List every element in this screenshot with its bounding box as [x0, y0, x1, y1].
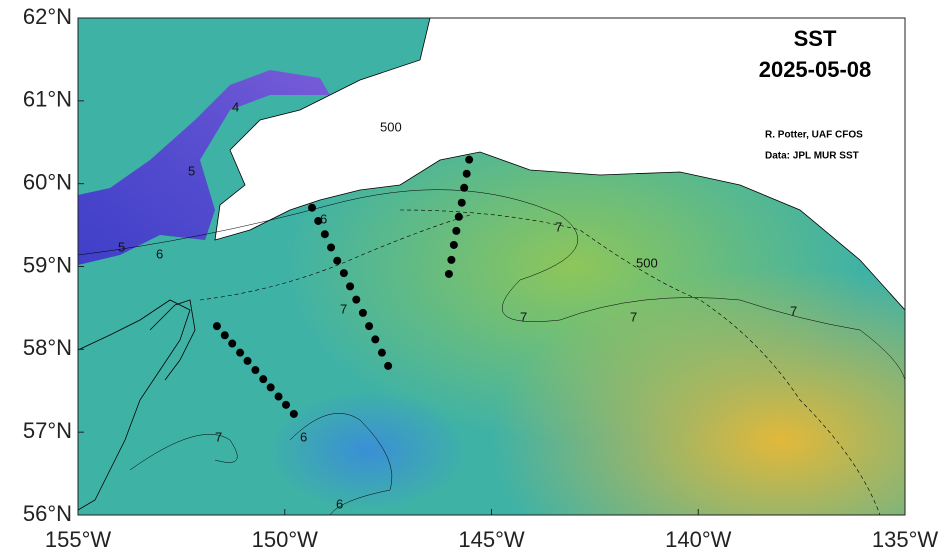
station	[236, 348, 245, 357]
contour-label: 6	[300, 429, 307, 444]
station	[365, 322, 374, 331]
contour-label: 500	[380, 119, 402, 134]
credit: R. Potter, UAF CFOS	[765, 130, 863, 141]
station	[452, 226, 461, 235]
contour-label: 4	[232, 99, 239, 114]
y-tick-label: 57°N	[23, 418, 72, 443]
axes: 56°N 57°N 58°N 59°N 60°N 61°N 62°N 155°W 150°W 14…	[23, 4, 939, 552]
contour-label: 5	[188, 163, 195, 178]
stations	[212, 155, 474, 418]
station	[457, 198, 466, 207]
y-tick-label: 58°N	[23, 335, 72, 360]
station	[447, 255, 456, 264]
contour	[129, 413, 393, 515]
contour	[78, 189, 905, 381]
y-tick-label: 59°N	[23, 252, 72, 277]
station	[281, 400, 290, 409]
contour-label: 7	[215, 429, 222, 444]
station	[274, 392, 283, 401]
station	[228, 339, 237, 348]
y-tick-label: 61°N	[23, 87, 72, 112]
contour-label: 7	[555, 219, 562, 234]
x-tick-label: 145°W	[458, 527, 525, 552]
station	[314, 216, 323, 225]
station	[460, 183, 469, 192]
station	[251, 366, 260, 375]
station	[259, 375, 268, 384]
map-area: 4 5 6 5 6 7 7 7 7 500 500 6 7 7 6	[78, 18, 905, 515]
station	[220, 331, 229, 340]
station	[346, 282, 355, 291]
date: 2025-05-08	[759, 57, 872, 82]
station	[465, 155, 474, 164]
station	[454, 212, 463, 221]
x-tick-label: 150°W	[252, 527, 319, 552]
station	[327, 243, 336, 252]
y-tick-label: 56°N	[23, 501, 72, 526]
credit: Data: JPL MUR SST	[765, 151, 859, 162]
contour-label: 7	[630, 309, 637, 324]
contour-label: 7	[340, 301, 347, 316]
station	[371, 335, 380, 344]
station	[266, 383, 275, 392]
station	[352, 295, 361, 304]
land	[214, 18, 905, 311]
y-tick-label: 62°N	[23, 4, 72, 29]
contour-label: 7	[790, 303, 797, 318]
x-tick-label: 135°W	[872, 527, 939, 552]
station	[243, 356, 252, 365]
station	[212, 322, 221, 331]
station	[289, 409, 298, 418]
x-tick-label: 140°W	[665, 527, 732, 552]
station	[444, 269, 453, 278]
title: SST	[794, 26, 837, 51]
coastline	[78, 299, 191, 511]
station	[449, 240, 458, 249]
isobath	[199, 214, 471, 301]
contour-label: 5	[118, 239, 125, 254]
contour-label: 6	[336, 496, 343, 511]
station	[384, 361, 393, 370]
station	[320, 230, 329, 239]
contour-label: 6	[156, 246, 163, 261]
x-tick-label: 155°W	[45, 527, 112, 552]
isobath	[399, 209, 881, 515]
contour-label: 6	[320, 211, 327, 226]
contour-label: 7	[520, 309, 527, 324]
y-tick-label: 60°N	[23, 169, 72, 194]
station	[377, 348, 386, 357]
coastline	[149, 299, 196, 381]
station	[333, 256, 342, 265]
contour-label: 500	[636, 255, 658, 270]
station	[308, 203, 317, 212]
cook-inlet	[78, 70, 330, 265]
station	[358, 308, 367, 317]
station	[339, 269, 348, 278]
station	[462, 169, 471, 178]
